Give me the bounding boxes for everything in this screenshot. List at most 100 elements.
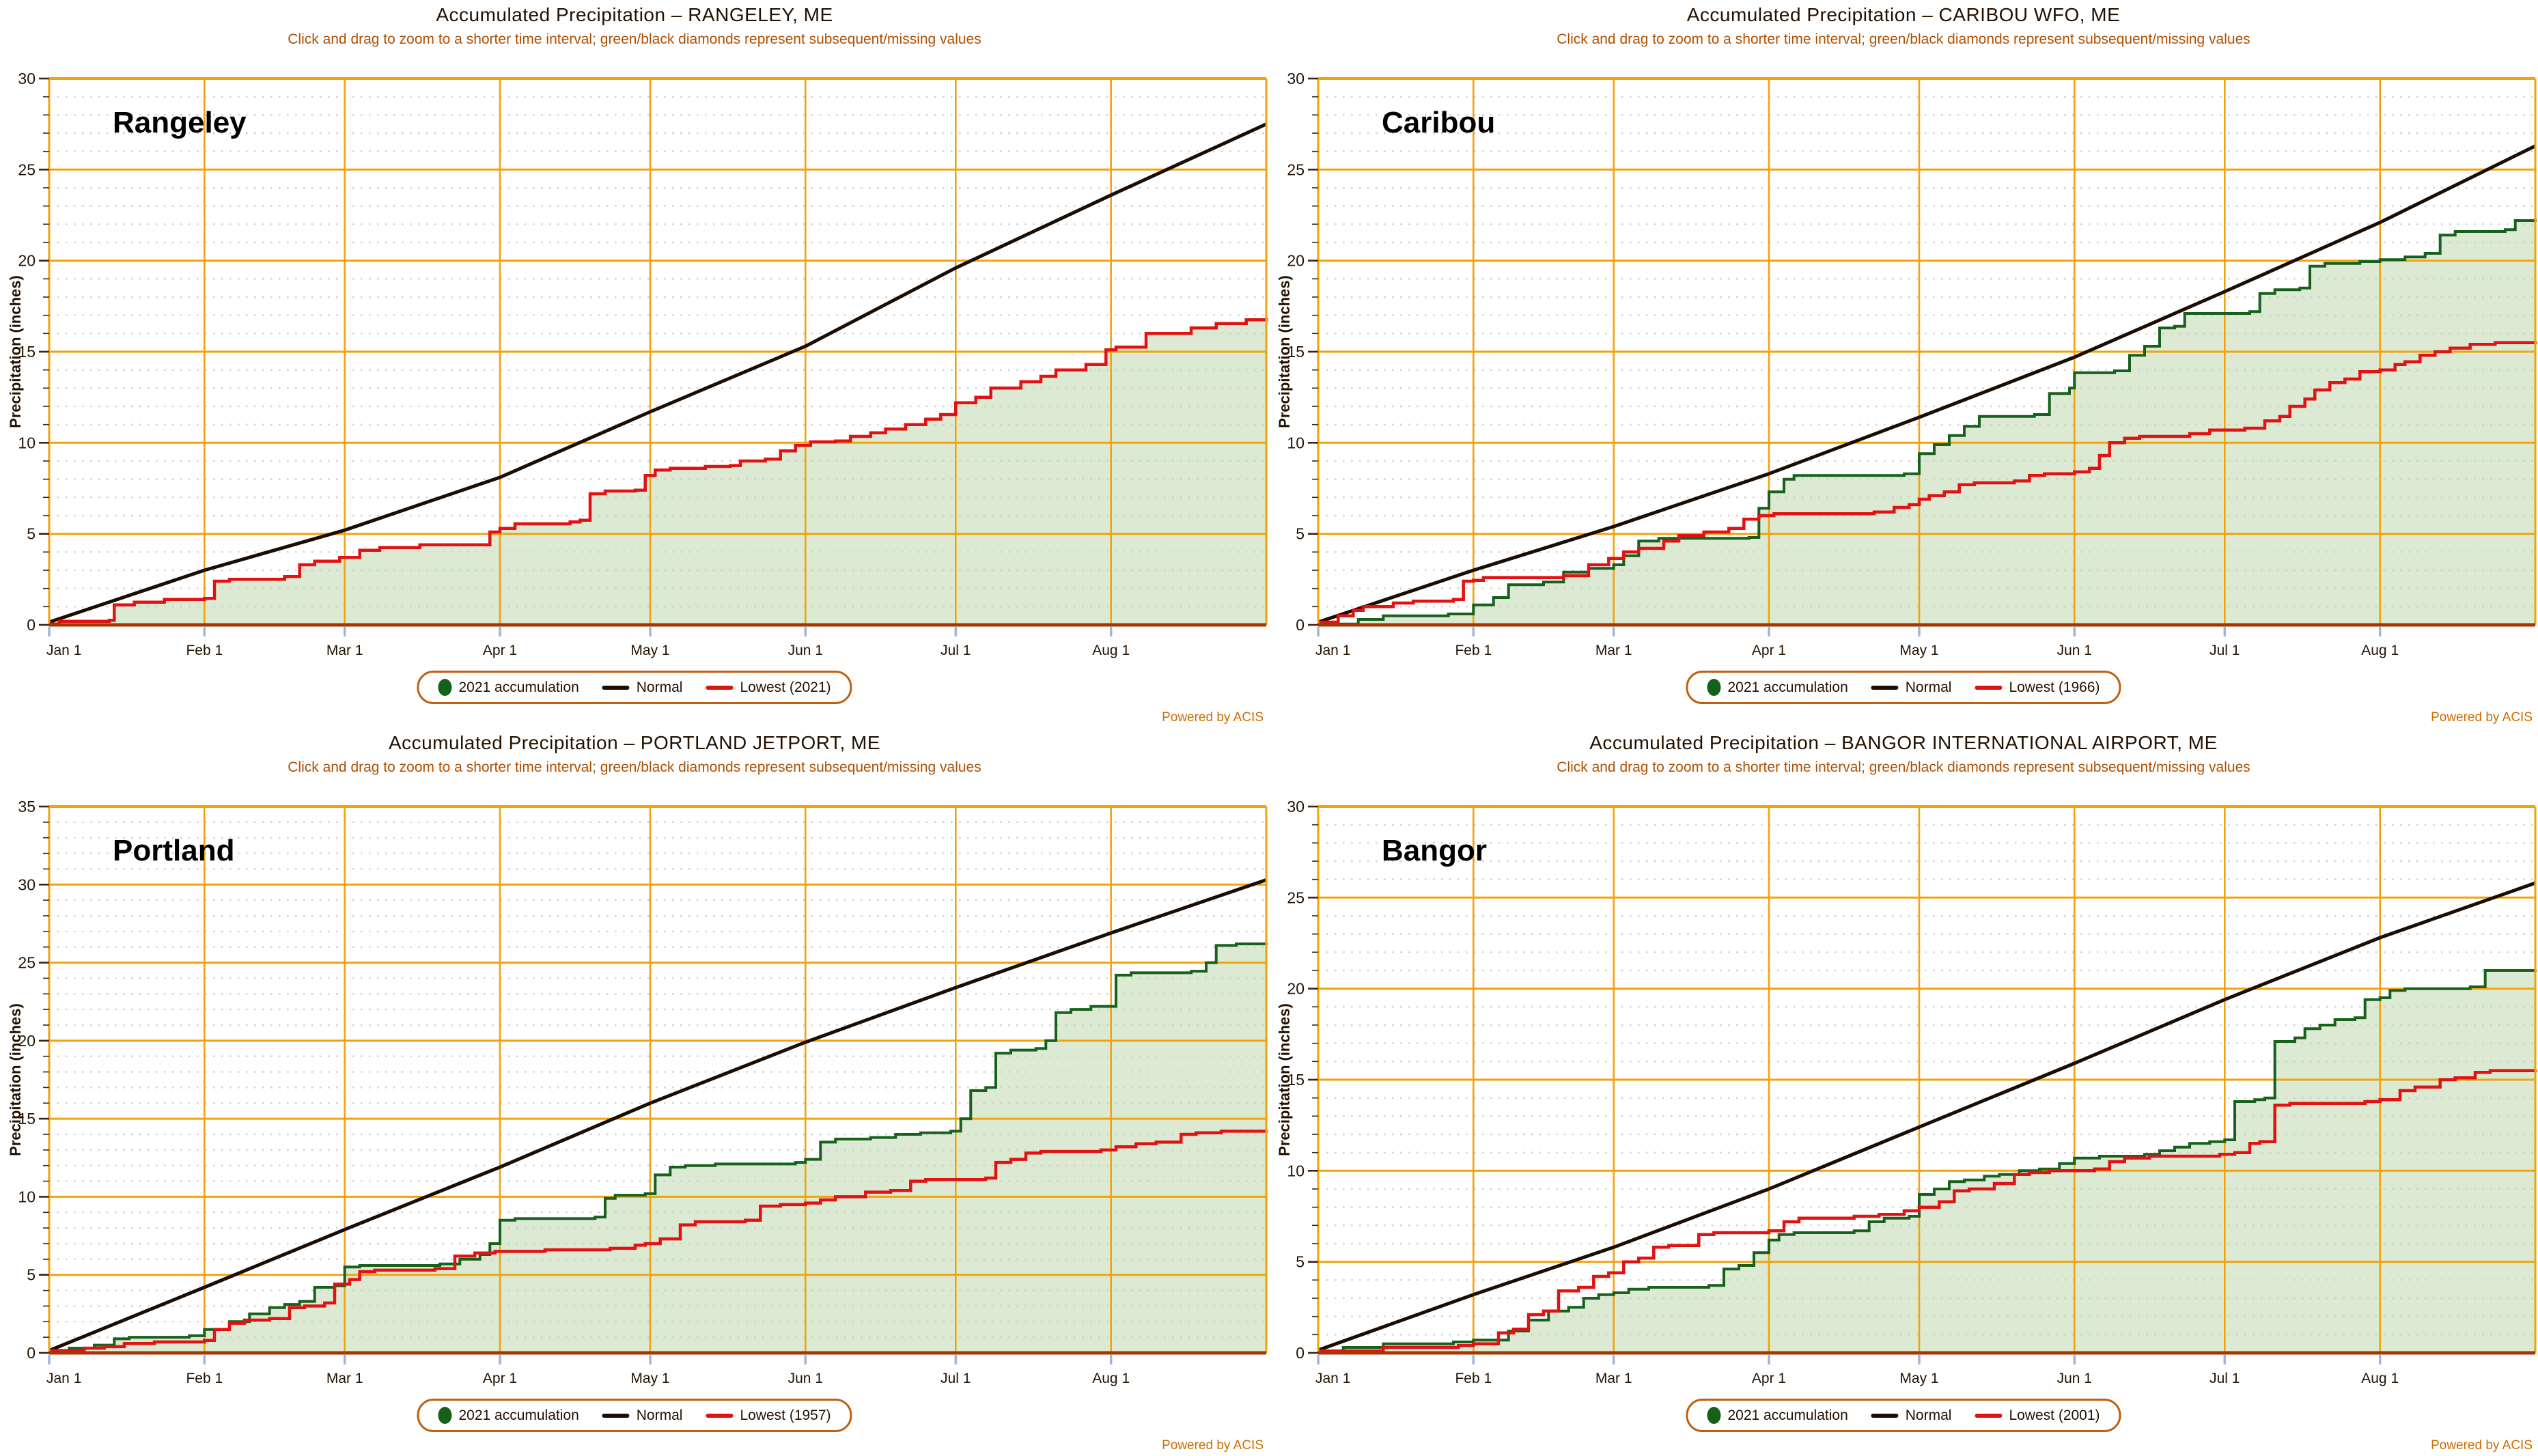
legend-item-normal[interactable]: Normal: [602, 1407, 683, 1424]
powered-by-acis[interactable]: Powered by ACIS: [1162, 1438, 1264, 1453]
svg-text:20: 20: [18, 1032, 36, 1050]
normal-line-icon: [1871, 685, 1899, 690]
legend: 2021 accumulation Normal Lowest (2001): [1686, 1399, 2121, 1432]
legend: 2021 accumulation Normal Lowest (1957): [417, 1399, 852, 1432]
legend-item-accumulation[interactable]: 2021 accumulation: [1707, 1407, 1848, 1424]
svg-text:25: 25: [1287, 160, 1305, 178]
svg-text:20: 20: [1287, 252, 1305, 270]
svg-text:Feb 1: Feb 1: [1455, 643, 1492, 658]
plot-canvas[interactable]: 0 5 10 15 20 25 30 Jan 1 Feb 1 Mar 1 Apr 1 May 1 Jun…: [1269, 0, 2538, 728]
svg-text:5: 5: [1296, 1253, 1305, 1271]
svg-text:30: 30: [1287, 798, 1305, 815]
svg-text:Apr 1: Apr 1: [483, 643, 517, 658]
plot-canvas[interactable]: 0 5 10 15 20 25 30 Jan 1 Feb 1 Mar 1 Apr 1 May 1 Jun…: [0, 0, 1269, 728]
legend-item-lowest[interactable]: Lowest (2001): [1975, 1408, 2100, 1424]
legend-item-normal[interactable]: Normal: [1871, 679, 1952, 696]
accumulation-marker-icon: [438, 1407, 452, 1424]
svg-text:0: 0: [27, 1344, 36, 1362]
svg-text:15: 15: [18, 343, 36, 361]
station-label: Rangeley: [113, 106, 247, 139]
svg-text:30: 30: [18, 70, 36, 87]
chart-subtitle: Click and drag to zoom to a shorter time…: [1557, 759, 2250, 775]
legend-item-normal[interactable]: Normal: [602, 679, 683, 696]
svg-text:5: 5: [1296, 525, 1305, 543]
svg-text:Jun 1: Jun 1: [2057, 643, 2092, 658]
svg-text:10: 10: [1287, 1162, 1305, 1179]
chart-title: Accumulated Precipitation – CARIBOU WFO,…: [1686, 4, 2121, 25]
legend-label-lowest: Lowest (2001): [2009, 1407, 2100, 1423]
legend-label-normal: Normal: [1905, 1407, 1952, 1423]
normal-line-icon: [1871, 1413, 1899, 1418]
svg-text:Aug 1: Aug 1: [2361, 1371, 2399, 1386]
svg-text:Jun 1: Jun 1: [788, 643, 823, 658]
svg-text:0: 0: [1296, 616, 1305, 634]
svg-text:Jan 1: Jan 1: [46, 643, 81, 658]
chart-caribou: Accumulated Precipitation – CARIBOU WFO,…: [1269, 0, 2538, 728]
station-label: Portland: [113, 834, 235, 867]
svg-text:Jan 1: Jan 1: [46, 1371, 81, 1386]
lowest-line-icon: [706, 1413, 734, 1418]
legend-label-accumulation: 2021 accumulation: [458, 679, 579, 695]
legend-label-accumulation: 2021 accumulation: [1727, 679, 1848, 695]
legend-label-normal: Normal: [636, 1407, 683, 1423]
svg-text:Feb 1: Feb 1: [186, 643, 223, 658]
accumulation-marker-icon: [438, 679, 452, 696]
svg-text:Mar 1: Mar 1: [1595, 1371, 1632, 1386]
svg-text:5: 5: [27, 525, 36, 543]
svg-text:30: 30: [1287, 70, 1305, 87]
svg-text:25: 25: [1287, 888, 1305, 906]
legend-item-accumulation[interactable]: 2021 accumulation: [438, 1407, 579, 1424]
svg-text:Mar 1: Mar 1: [326, 1371, 363, 1386]
svg-text:Mar 1: Mar 1: [326, 643, 363, 658]
chart-title: Accumulated Precipitation – BANGOR INTER…: [1589, 732, 2218, 753]
powered-by-acis[interactable]: Powered by ACIS: [2431, 1438, 2533, 1453]
svg-text:10: 10: [1287, 434, 1305, 451]
chart-subtitle: Click and drag to zoom to a shorter time…: [288, 31, 981, 47]
svg-text:15: 15: [1287, 1071, 1305, 1089]
accumulation-marker-icon: [1707, 679, 1721, 696]
svg-text:Apr 1: Apr 1: [483, 1371, 517, 1386]
legend-item-lowest[interactable]: Lowest (2021): [706, 680, 831, 696]
legend: 2021 accumulation Normal Lowest (2021): [417, 671, 852, 704]
plot-canvas[interactable]: 0 5 10 15 20 25 30 35 Jan 1 Feb 1 Mar 1 Apr 1 May 1 J…: [0, 728, 1269, 1456]
legend-item-lowest[interactable]: Lowest (1957): [706, 1408, 831, 1424]
svg-text:Jul 1: Jul 1: [940, 1371, 971, 1386]
svg-text:10: 10: [18, 434, 36, 451]
legend-label-accumulation: 2021 accumulation: [1727, 1407, 1848, 1423]
chart-rangeley: Accumulated Precipitation – RANGELEY, ME…: [0, 0, 1269, 728]
svg-text:25: 25: [18, 954, 36, 972]
accumulation-marker-icon: [1707, 1407, 1721, 1424]
svg-text:May 1: May 1: [630, 643, 669, 658]
svg-text:May 1: May 1: [1899, 643, 1938, 658]
lowest-line-icon: [1975, 685, 2003, 690]
normal-line-icon: [602, 1413, 630, 1418]
legend-label-lowest: Lowest (1957): [740, 1407, 831, 1423]
svg-text:Jan 1: Jan 1: [1315, 1371, 1350, 1386]
svg-text:Jan 1: Jan 1: [1315, 643, 1350, 658]
svg-text:Jun 1: Jun 1: [788, 1371, 823, 1386]
svg-text:Aug 1: Aug 1: [1092, 1371, 1130, 1386]
legend-label-normal: Normal: [1905, 679, 1952, 695]
chart-title: Accumulated Precipitation – PORTLAND JET…: [388, 732, 881, 753]
chart-subtitle: Click and drag to zoom to a shorter time…: [1557, 31, 2250, 47]
legend-item-normal[interactable]: Normal: [1871, 1407, 1952, 1424]
chart-subtitle: Click and drag to zoom to a shorter time…: [288, 759, 981, 775]
svg-text:20: 20: [1287, 980, 1305, 998]
svg-text:Feb 1: Feb 1: [1455, 1371, 1492, 1386]
powered-by-acis[interactable]: Powered by ACIS: [1162, 710, 1264, 725]
legend: 2021 accumulation Normal Lowest (1966): [1686, 671, 2121, 704]
svg-text:0: 0: [1296, 1344, 1305, 1362]
plot-canvas[interactable]: 0 5 10 15 20 25 30 Jan 1 Feb 1 Mar 1 Apr 1 May 1 Jun…: [1269, 728, 2538, 1456]
legend-item-accumulation[interactable]: 2021 accumulation: [1707, 679, 1848, 696]
svg-text:15: 15: [1287, 343, 1305, 361]
powered-by-acis[interactable]: Powered by ACIS: [2431, 710, 2533, 725]
legend-label-normal: Normal: [636, 679, 683, 695]
svg-text:May 1: May 1: [630, 1371, 669, 1386]
svg-text:Apr 1: Apr 1: [1752, 643, 1786, 658]
legend-label-lowest: Lowest (1966): [2009, 679, 2100, 695]
chart-portland: Accumulated Precipitation – PORTLAND JET…: [0, 728, 1269, 1456]
legend-item-accumulation[interactable]: 2021 accumulation: [438, 679, 579, 696]
svg-text:15: 15: [18, 1110, 36, 1128]
legend-item-lowest[interactable]: Lowest (1966): [1975, 680, 2100, 696]
